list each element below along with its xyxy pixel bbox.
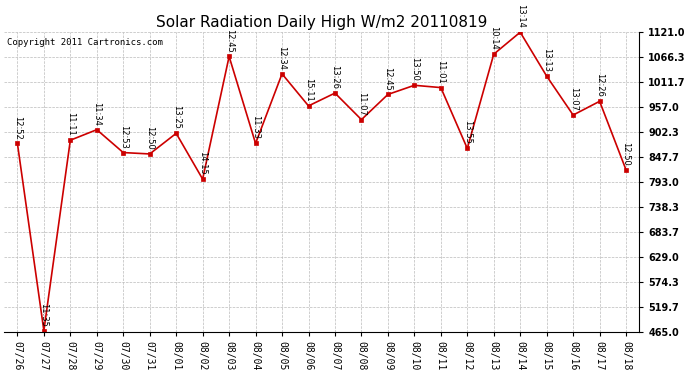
Text: 12:53: 12:53 (119, 124, 128, 148)
Text: 11:07: 11:07 (357, 92, 366, 116)
Text: 13:50: 13:50 (410, 57, 419, 81)
Text: Copyright 2011 Cartronics.com: Copyright 2011 Cartronics.com (8, 38, 164, 47)
Text: 13:07: 13:07 (569, 87, 578, 111)
Text: 13:13: 13:13 (542, 48, 551, 72)
Text: 10:14: 10:14 (489, 26, 498, 50)
Text: 12:50: 12:50 (622, 142, 631, 166)
Title: Solar Radiation Daily High W/m2 20110819: Solar Radiation Daily High W/m2 20110819 (156, 15, 487, 30)
Text: 12:45: 12:45 (225, 28, 234, 52)
Text: 11:11: 11:11 (66, 112, 75, 136)
Text: 12:52: 12:52 (13, 116, 22, 139)
Text: 12:34: 12:34 (277, 46, 286, 70)
Text: 11:33: 11:33 (251, 115, 260, 139)
Text: 13:26: 13:26 (331, 65, 339, 89)
Text: 15:11: 15:11 (304, 78, 313, 102)
Text: 12:50: 12:50 (145, 126, 155, 150)
Text: 12:45: 12:45 (384, 66, 393, 90)
Text: 11:35: 11:35 (39, 303, 48, 326)
Text: 12:26: 12:26 (595, 73, 604, 97)
Text: 11:01: 11:01 (436, 60, 445, 83)
Text: 13:14: 13:14 (515, 4, 524, 28)
Text: 13:55: 13:55 (463, 120, 472, 144)
Text: 13:25: 13:25 (172, 105, 181, 129)
Text: 11:34: 11:34 (92, 102, 101, 126)
Text: 14:15: 14:15 (198, 151, 207, 175)
